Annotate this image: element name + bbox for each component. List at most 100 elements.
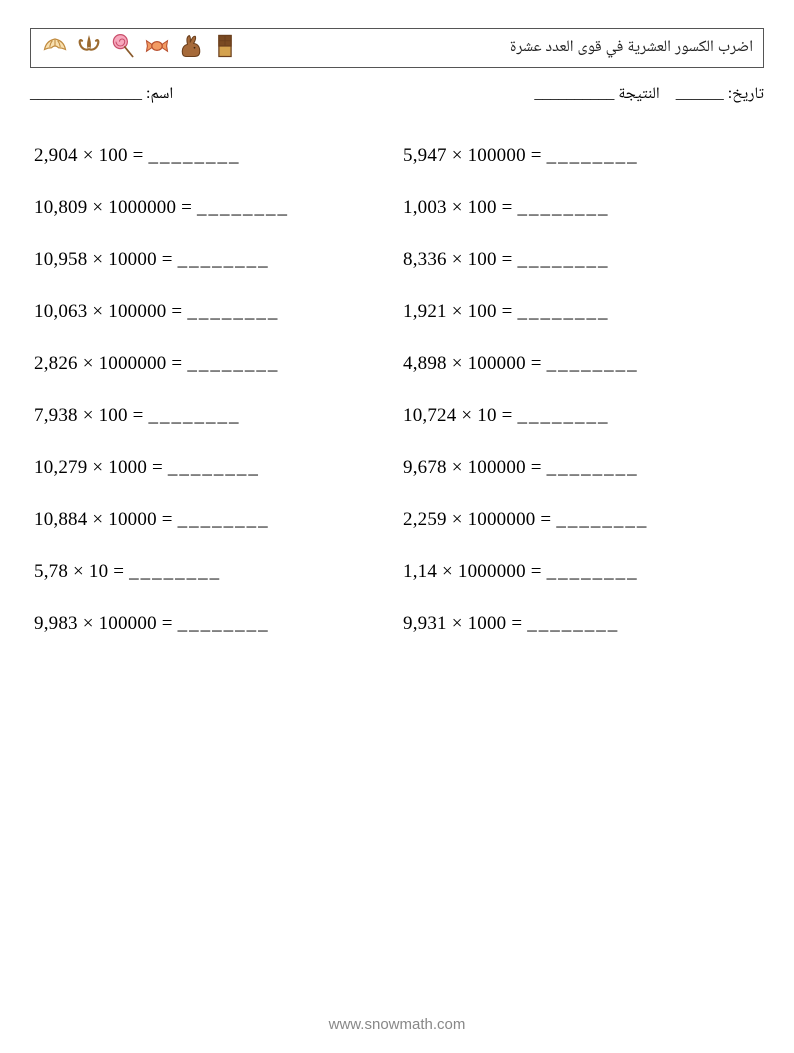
answer-blank[interactable]: ________: [547, 145, 639, 167]
multiply-symbol: ×: [442, 561, 453, 582]
operand-b: 10: [89, 561, 108, 582]
worksheet-title: اضرب الكسور العشرية في قوى العدد عشرة: [510, 35, 753, 62]
operand-b: 100000: [99, 613, 157, 634]
header-box: اضرب الكسور العشرية في قوى العدد عشرة: [30, 28, 764, 68]
operand-a: 9,678: [403, 457, 447, 478]
operand-b: 1000: [468, 613, 507, 634]
multiply-symbol: ×: [83, 405, 94, 426]
operand-a: 10,063: [34, 301, 87, 322]
operand-b: 1000000: [99, 353, 167, 374]
worksheet-page: اضرب الكسور العشرية في قوى العدد عشرة اس…: [0, 0, 794, 1053]
answer-blank[interactable]: ________: [178, 613, 270, 635]
multiply-symbol: ×: [92, 197, 103, 218]
answer-blank[interactable]: ________: [518, 405, 610, 427]
answer-blank[interactable]: ________: [178, 249, 270, 271]
answer-blank[interactable]: ________: [547, 561, 639, 583]
operand-b: 100000: [468, 145, 526, 166]
multiply-symbol: ×: [92, 509, 103, 530]
problem-right: 10,724 × 10 = ________: [403, 405, 760, 427]
multiply-symbol: ×: [83, 353, 94, 374]
multiply-symbol: ×: [452, 613, 463, 634]
answer-blank[interactable]: ________: [518, 197, 610, 219]
problem-left: 9,983 × 100000 = ________: [34, 613, 391, 635]
answer-blank[interactable]: ________: [527, 613, 619, 635]
operand-a: 9,931: [403, 613, 447, 634]
answer-blank[interactable]: ________: [187, 301, 279, 323]
problems-grid: 2,904 × 100 = ________5,947 × 100000 = _…: [30, 145, 764, 635]
answer-blank[interactable]: ________: [547, 457, 639, 479]
croissant-icon: [41, 32, 69, 65]
multiply-symbol: ×: [92, 249, 103, 270]
problem-left: 10,809 × 1000000 = ________: [34, 197, 391, 219]
multiply-symbol: ×: [452, 301, 463, 322]
date-blank[interactable]: ______: [676, 85, 724, 102]
problem-right: 1,921 × 100 = ________: [403, 301, 760, 323]
problem-right: 1,003 × 100 = ________: [403, 197, 760, 219]
problem-right: 9,931 × 1000 = ________: [403, 613, 760, 635]
operand-a: 5,78: [34, 561, 68, 582]
operand-b: 10000: [108, 509, 157, 530]
answer-blank[interactable]: ________: [149, 405, 241, 427]
problem-left: 5,78 × 10 = ________: [34, 561, 391, 583]
multiply-symbol: ×: [83, 613, 94, 634]
answer-blank[interactable]: ________: [168, 457, 260, 479]
operand-a: 1,921: [403, 301, 447, 322]
answer-blank[interactable]: ________: [178, 509, 270, 531]
operand-a: 1,14: [403, 561, 437, 582]
multiply-symbol: ×: [452, 145, 463, 166]
score-label: النتيجة: [618, 85, 659, 102]
multiply-symbol: ×: [461, 405, 472, 426]
problem-left: 7,938 × 100 = ________: [34, 405, 391, 427]
answer-blank[interactable]: ________: [518, 249, 610, 271]
problem-left: 10,884 × 10000 = ________: [34, 509, 391, 531]
operand-a: 1,003: [403, 197, 447, 218]
answer-blank[interactable]: ________: [197, 197, 289, 219]
operand-b: 1000000: [108, 197, 176, 218]
problem-left: 10,958 × 10000 = ________: [34, 249, 391, 271]
operand-a: 5,947: [403, 145, 447, 166]
problem-right: 5,947 × 100000 = ________: [403, 145, 760, 167]
answer-blank[interactable]: ________: [129, 561, 221, 583]
name-blank[interactable]: ______________: [30, 85, 142, 102]
operand-b: 100: [99, 145, 128, 166]
problem-left: 10,279 × 1000 = ________: [34, 457, 391, 479]
operand-a: 2,259: [403, 509, 447, 530]
bunny-icon: [177, 32, 205, 65]
operand-b: 10: [477, 405, 496, 426]
answer-blank[interactable]: ________: [518, 301, 610, 323]
multiply-symbol: ×: [92, 457, 103, 478]
answer-blank[interactable]: ________: [556, 509, 648, 531]
operand-a: 9,983: [34, 613, 78, 634]
multiply-symbol: ×: [452, 457, 463, 478]
multiply-symbol: ×: [452, 249, 463, 270]
operand-b: 10000: [108, 249, 157, 270]
multiply-symbol: ×: [92, 301, 103, 322]
name-label: اسم:: [146, 85, 173, 102]
pretzel-icon: [75, 32, 103, 65]
multiply-symbol: ×: [452, 353, 463, 374]
operand-a: 4,898: [403, 353, 447, 374]
operand-b: 1000: [108, 457, 147, 478]
answer-blank[interactable]: ________: [149, 145, 241, 167]
problem-left: 2,826 × 1000000 = ________: [34, 353, 391, 375]
problem-right: 2,259 × 1000000 = ________: [403, 509, 760, 531]
lollipop-icon: [109, 32, 137, 65]
date-label: تاريخ:: [728, 85, 764, 102]
multiply-symbol: ×: [83, 145, 94, 166]
footer-url: www.snowmath.com: [0, 1016, 794, 1033]
problem-left: 10,063 × 100000 = ________: [34, 301, 391, 323]
operand-b: 100000: [468, 353, 526, 374]
operand-b: 1000000: [468, 509, 536, 530]
operand-a: 8,336: [403, 249, 447, 270]
operand-b: 100000: [108, 301, 166, 322]
answer-blank[interactable]: ________: [547, 353, 639, 375]
answer-blank[interactable]: ________: [187, 353, 279, 375]
problem-right: 1,14 × 1000000 = ________: [403, 561, 760, 583]
operand-b: 100: [99, 405, 128, 426]
score-blank[interactable]: __________: [534, 85, 614, 102]
operand-b: 100: [468, 301, 497, 322]
problem-right: 8,336 × 100 = ________: [403, 249, 760, 271]
header-icons-row: [41, 32, 239, 65]
operand-a: 10,724: [403, 405, 456, 426]
problem-right: 9,678 × 100000 = ________: [403, 457, 760, 479]
